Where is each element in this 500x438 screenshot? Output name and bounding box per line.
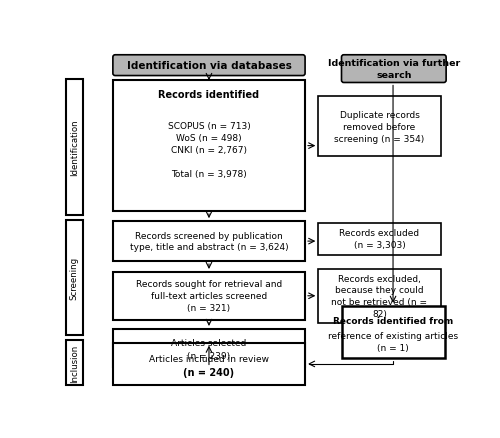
Text: (n = 239): (n = 239) bbox=[188, 352, 230, 360]
Bar bbox=[318, 97, 440, 157]
Text: Articles included in review: Articles included in review bbox=[149, 354, 269, 363]
Text: Inclusion: Inclusion bbox=[70, 344, 78, 382]
Text: Records screened by publication
type, title and abstract (n = 3,624): Records screened by publication type, ti… bbox=[130, 231, 288, 252]
Bar bbox=[113, 81, 305, 212]
Bar bbox=[318, 269, 440, 323]
Bar bbox=[342, 306, 444, 358]
Text: Records sought for retrieval and
full-text articles screened
(n = 321): Records sought for retrieval and full-te… bbox=[136, 280, 282, 312]
Bar bbox=[113, 272, 305, 320]
Text: Screening: Screening bbox=[70, 257, 78, 300]
Text: reference of existing articles
(n = 1): reference of existing articles (n = 1) bbox=[328, 331, 458, 352]
Bar bbox=[113, 222, 305, 261]
Text: Articles selected: Articles selected bbox=[172, 339, 246, 347]
Bar bbox=[113, 329, 305, 367]
FancyBboxPatch shape bbox=[342, 56, 446, 83]
Text: Records excluded,
because they could
not be retrieved (n =
82): Records excluded, because they could not… bbox=[332, 274, 428, 318]
Text: SCOPUS (n = 713)
WoS (n = 498)
CNKI (n = 2,767)

Total (n = 3,978): SCOPUS (n = 713) WoS (n = 498) CNKI (n =… bbox=[168, 122, 250, 178]
Bar bbox=[318, 223, 440, 255]
Text: Records identified from: Records identified from bbox=[333, 316, 453, 325]
Text: Identification: Identification bbox=[70, 119, 78, 176]
FancyBboxPatch shape bbox=[113, 56, 305, 76]
Bar bbox=[66, 79, 82, 215]
Bar bbox=[113, 343, 305, 385]
Text: (n = 240): (n = 240) bbox=[184, 367, 234, 377]
Text: Records identified: Records identified bbox=[158, 90, 260, 100]
Bar bbox=[66, 341, 82, 385]
Text: Duplicate records
removed before
screening (n = 354): Duplicate records removed before screeni… bbox=[334, 111, 424, 143]
Text: Records excluded
(n = 3,303): Records excluded (n = 3,303) bbox=[340, 229, 419, 250]
Text: Identification via further
search: Identification via further search bbox=[328, 59, 460, 80]
Text: Identification via databases: Identification via databases bbox=[126, 61, 292, 71]
Bar bbox=[66, 221, 82, 335]
